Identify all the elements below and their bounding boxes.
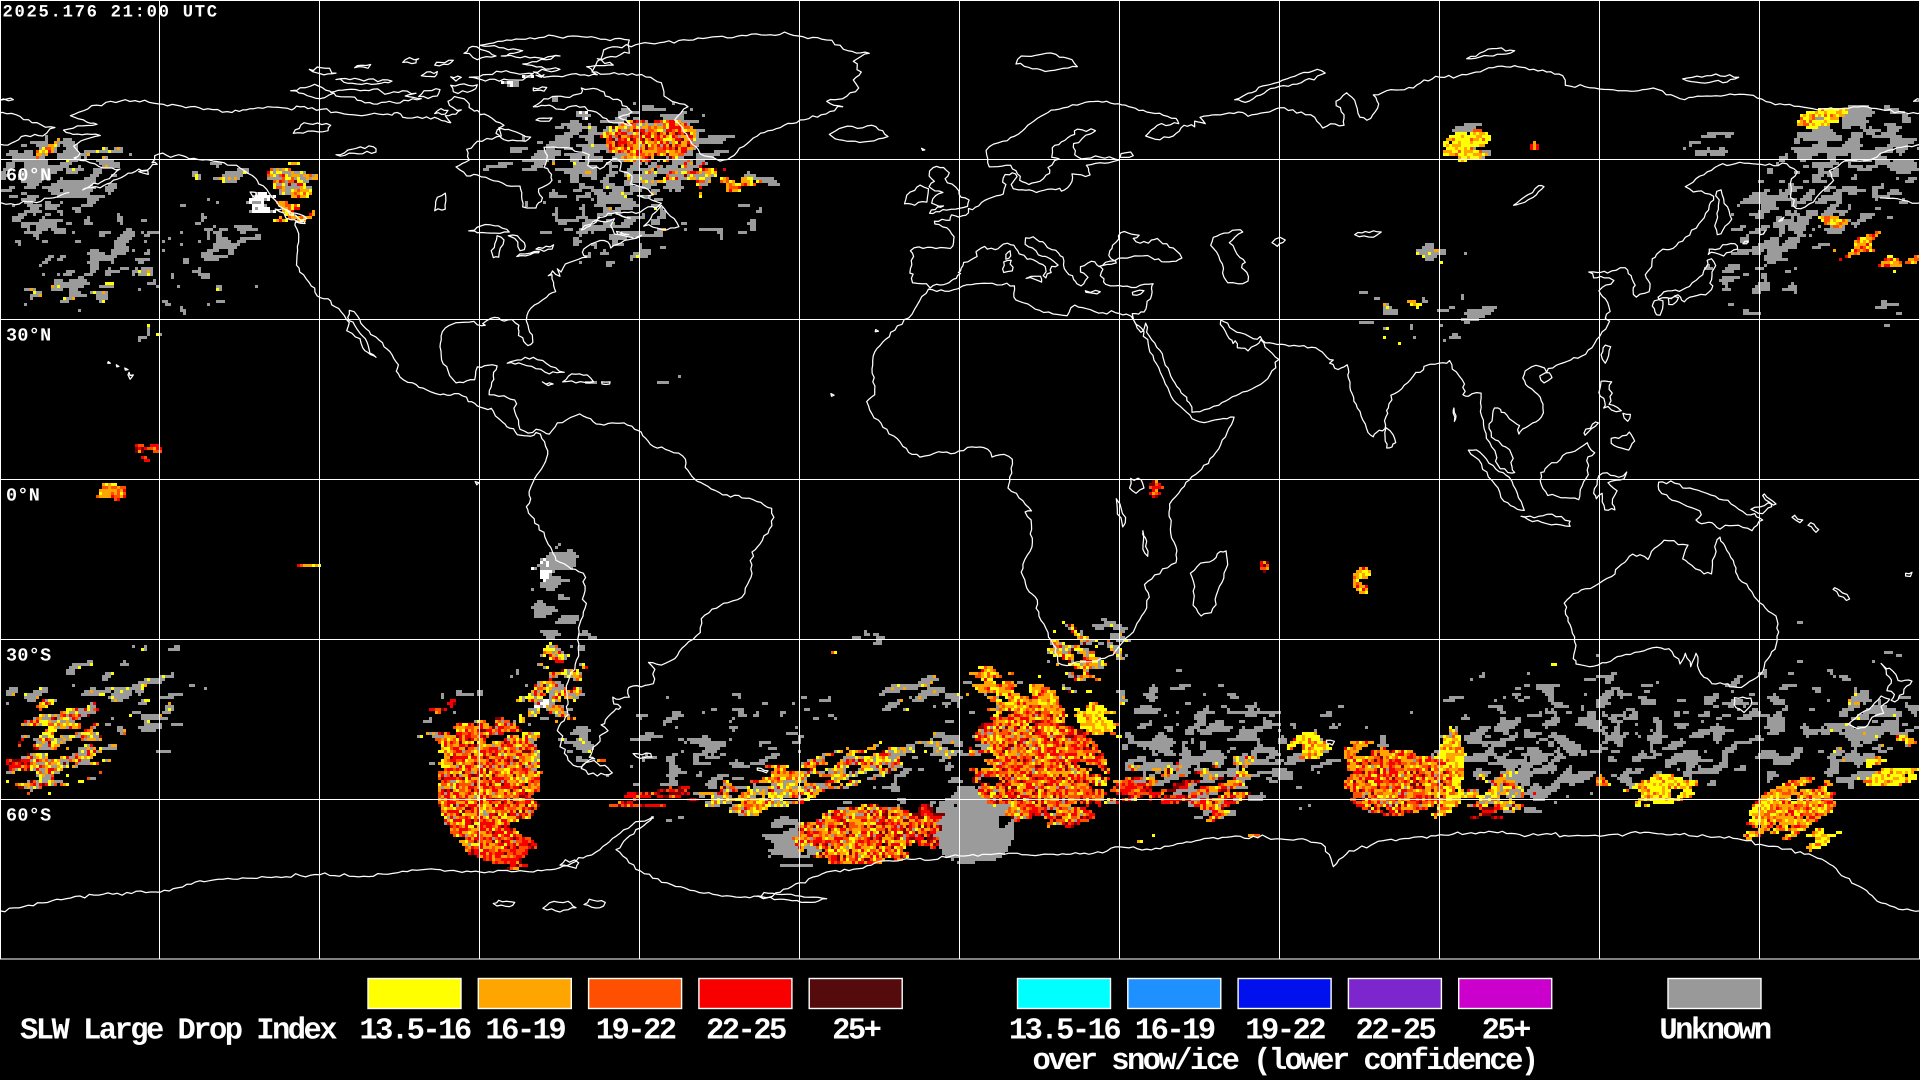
svg-text:19-22: 19-22 (1245, 1014, 1325, 1048)
svg-text:25+: 25+ (832, 1014, 881, 1048)
svg-text:60°N: 60°N (6, 165, 51, 186)
svg-text:25+: 25+ (1482, 1014, 1531, 1048)
svg-text:30°S: 30°S (6, 645, 51, 666)
svg-text:16-19: 16-19 (485, 1014, 565, 1048)
svg-text:over snow/ice (lower confidenc: over snow/ice (lower confidence) (1033, 1045, 1537, 1079)
svg-text:19-22: 19-22 (596, 1014, 676, 1048)
svg-text:13.5-16: 13.5-16 (1009, 1014, 1121, 1048)
svg-text:0°N: 0°N (6, 485, 40, 506)
svg-text:16-19: 16-19 (1135, 1014, 1215, 1048)
svg-text:2025.176 21:00 UTC: 2025.176 21:00 UTC (3, 3, 219, 22)
svg-text:60°S: 60°S (6, 805, 51, 826)
svg-text:SLW Large Drop Index: SLW Large Drop Index (20, 1014, 337, 1048)
svg-text:13.5-16: 13.5-16 (359, 1014, 471, 1048)
svg-text:22-25: 22-25 (706, 1014, 786, 1048)
svg-text:22-25: 22-25 (1356, 1014, 1436, 1048)
svg-text:Unknown: Unknown (1659, 1014, 1771, 1048)
svg-text:30°N: 30°N (6, 325, 51, 346)
